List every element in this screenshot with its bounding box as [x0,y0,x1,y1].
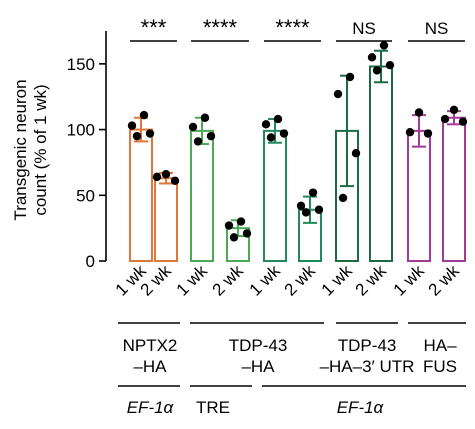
data-point [236,217,246,226]
data-point [139,110,149,120]
bar-group [367,41,395,262]
data-point [152,172,162,182]
y-axis: 0 50 100 150 [67,31,107,271]
bar-group [296,188,324,262]
bar-group [127,110,155,262]
significance-annotations: *** **** **** NS NS [130,15,465,42]
data-point [338,193,348,203]
data-point [449,105,459,115]
promoter-label: EF-1α [337,398,385,417]
data-point [242,229,252,238]
bar-group [152,170,180,262]
data-point [206,131,216,141]
y-axis-label: Transgenic neuron count (% of 1 wk) [11,79,50,220]
x-tick-label: 1 wk [173,261,212,300]
y-axis-label-line-2: count (% of 1 wk) [31,84,50,215]
bar [442,116,466,262]
bar-group [261,114,289,262]
bar [190,129,214,262]
data-point [423,129,433,138]
bar-group [188,113,216,262]
data-point [351,149,361,158]
data-point [345,72,355,82]
data-point [170,176,180,186]
data-point [145,129,155,138]
bar-group [405,108,433,262]
data-point [188,122,198,132]
data-point [229,233,239,242]
promoter-label: TRE [196,398,230,417]
data-point [273,114,283,124]
construct-label-line-1: NPTX2 [123,336,178,355]
data-point [261,120,271,129]
construct-label-line-1: TDP-43 [338,336,397,355]
data-point [440,114,450,124]
group-labels: NPTX2 –HA TDP-43 –HA TDP-43 –HA–3′ UTR HA– FUS E… [118,322,466,417]
data-point [308,188,318,197]
data-point [279,129,289,138]
data-point [296,201,306,210]
data-point [266,133,276,142]
data-point [414,108,424,117]
bar-group [440,105,468,262]
x-tick-label: 2 wk [352,261,391,300]
y-tick-label: 100 [67,121,95,140]
x-tick-label: 2 wk [209,261,248,300]
construct-label-line-2: FUS [423,357,457,376]
data-point [193,137,203,146]
promoter-label: EF-1α [127,398,175,417]
data-point [132,131,142,141]
construct-label-line-2: –HA [133,357,167,376]
x-tick-label: 1 wk [390,261,429,300]
data-point [379,41,389,50]
data-point [224,221,234,230]
construct-label-line-1: TDP-43 [229,336,288,355]
significance-label: *** [141,15,167,40]
bar [407,129,431,262]
significance-label: **** [275,15,310,40]
bar [129,128,153,262]
x-tick-label: 2 wk [281,261,320,300]
x-tick-labels: 1 wk2 wk1 wk2 wk1 wk2 wk1 wk2 wk 1 wk2 wk [112,261,464,300]
bar-group [224,217,252,262]
significance-label: NS [425,19,449,38]
data-point [458,117,468,126]
y-tick-label: 150 [67,55,95,74]
data-point [161,170,171,179]
significance-label: NS [352,19,376,38]
data-point [367,53,377,62]
bar-group [333,72,361,262]
x-tick-label: 2 wk [425,261,464,300]
y-tick-label: 50 [76,186,95,205]
construct-label-line-2: –HA [241,357,275,376]
data-point [385,60,395,70]
construct-label-line-2: –HA–3′ UTR [320,357,415,376]
data-point [333,89,343,99]
construct-label-line-1: HA– [423,336,457,355]
data-point [314,205,324,214]
data-point [372,66,382,75]
bar [369,65,393,262]
bars [127,41,468,262]
x-tick-label: 2 wk [137,261,176,300]
x-tick-label: 1 wk [246,261,285,300]
data-point [127,121,137,130]
bar [154,177,178,262]
data-point [200,113,210,122]
y-tick-label: 0 [86,252,95,271]
bar [263,129,287,262]
data-point [301,208,311,217]
x-tick-label: 1 wk [318,261,357,300]
y-axis-label-line-1: Transgenic neuron [11,79,30,220]
data-point [405,128,415,137]
significance-label: **** [203,15,238,40]
